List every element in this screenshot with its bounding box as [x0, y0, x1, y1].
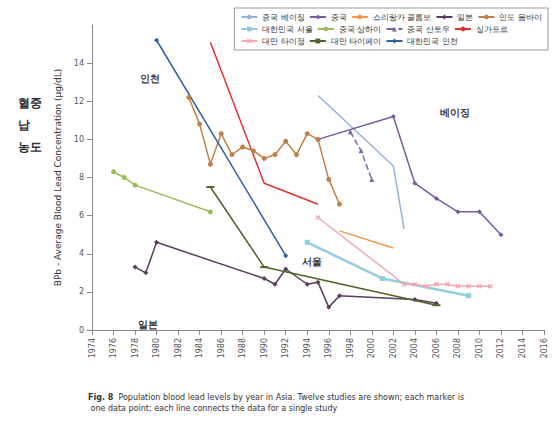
svg-text:1978: 1978	[131, 338, 140, 358]
svg-text:대한민국 서울: 대한민국 서울	[262, 25, 313, 34]
svg-text:4: 4	[79, 249, 84, 258]
svg-text:1986: 1986	[217, 338, 226, 358]
svg-text:1996: 1996	[324, 338, 333, 358]
svg-text:대한민국 인천: 대한민국 인천	[407, 37, 458, 46]
svg-text:1974: 1974	[88, 338, 97, 358]
svg-text:2008: 2008	[453, 338, 462, 358]
svg-text:10: 10	[74, 135, 84, 144]
svg-text:2014: 2014	[518, 338, 527, 358]
svg-text:대만 타이페이: 대만 타이페이	[331, 37, 382, 46]
svg-text:2006: 2006	[432, 338, 441, 358]
svg-text:6: 6	[79, 211, 84, 220]
svg-text:2: 2	[79, 287, 84, 296]
svg-text:1998: 1998	[346, 338, 355, 358]
svg-text:중국 산토우: 중국 산토우	[407, 25, 450, 34]
svg-text:1988: 1988	[238, 338, 247, 358]
svg-text:2010: 2010	[475, 338, 484, 358]
svg-text:1982: 1982	[174, 338, 183, 358]
svg-text:베이징: 베이징	[440, 107, 470, 118]
svg-text:1992: 1992	[281, 338, 290, 358]
svg-text:인도 뭄바이: 인도 뭄바이	[499, 13, 542, 22]
svg-text:혈중: 혈중	[18, 96, 42, 110]
svg-text:중국 베이징: 중국 베이징	[262, 13, 305, 22]
svg-text:2016: 2016	[540, 338, 549, 358]
svg-text:0: 0	[79, 326, 84, 335]
svg-text:스리랑카 콜롬보: 스리랑카 콜롬보	[373, 13, 432, 22]
svg-text:2002: 2002	[389, 338, 398, 358]
svg-text:대만 타이정: 대만 타이정	[262, 37, 305, 46]
svg-text:농도: 농도	[18, 140, 42, 154]
svg-text:2012: 2012	[496, 338, 505, 358]
svg-text:Fig. 8: Fig. 8	[88, 393, 114, 402]
svg-text:1980: 1980	[152, 338, 161, 358]
svg-text:중국: 중국	[331, 13, 347, 22]
svg-text:싱가포르: 싱가포르	[476, 25, 508, 34]
svg-text:납: 납	[18, 118, 30, 132]
svg-text:서울: 서울	[302, 256, 322, 267]
svg-text:1976: 1976	[109, 338, 118, 358]
svg-text:2000: 2000	[367, 338, 376, 358]
svg-text:12: 12	[74, 97, 84, 106]
svg-text:일본: 일본	[457, 13, 473, 22]
svg-text:Population blood lead levels b: Population blood lead levels by year in …	[113, 393, 464, 402]
svg-text:중국 상하이: 중국 상하이	[339, 25, 382, 34]
svg-text:BPb - Average Blood Lead Conce: BPb - Average Blood Lead Concentration (…	[53, 69, 63, 287]
svg-text:1990: 1990	[260, 338, 269, 358]
svg-text:1994: 1994	[303, 338, 312, 358]
svg-text:one data point; each line conn: one data point; each line connects the d…	[88, 404, 337, 413]
svg-text:14: 14	[74, 59, 84, 68]
svg-text:8: 8	[79, 173, 84, 182]
svg-text:2004: 2004	[410, 338, 419, 358]
svg-text:1984: 1984	[195, 338, 204, 358]
svg-text:인천: 인천	[140, 73, 160, 84]
svg-text:일본: 일본	[138, 319, 158, 330]
